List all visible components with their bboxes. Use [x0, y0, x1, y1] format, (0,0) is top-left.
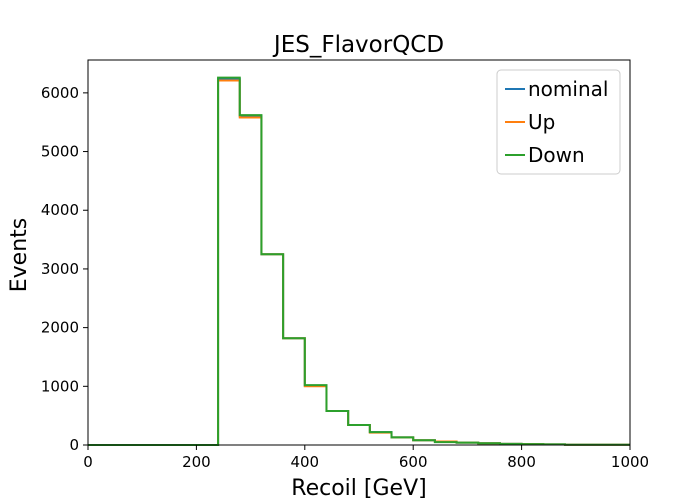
y-tick-label: 4000	[41, 201, 79, 219]
y-tick-label: 5000	[41, 143, 79, 161]
x-tick-label: 1000	[611, 453, 649, 471]
x-tick-label: 400	[290, 453, 319, 471]
legend-label-up: Up	[528, 110, 555, 134]
x-tick-label: 600	[399, 453, 428, 471]
x-tick-label: 0	[83, 453, 93, 471]
plot-frame	[87, 59, 631, 446]
series-line-down	[88, 76, 630, 446]
legend-label-nominal: nominal	[528, 77, 608, 101]
x-tick-label: 200	[182, 453, 211, 471]
chart-title: JES_FlavorQCD	[272, 32, 444, 58]
x-tick-label: 800	[507, 453, 536, 471]
y-tick-label: 2000	[41, 319, 79, 337]
legend-label-down: Down	[528, 143, 585, 167]
x-axis-label: Recoil [GeV]	[291, 476, 426, 500]
ticks-layer: 0 200 400 600 800 1000 0 1000 2000 3000 4000 5000 60…	[41, 84, 649, 471]
y-tick-label: 0	[69, 436, 79, 454]
y-tick-label: 1000	[41, 377, 79, 395]
y-tick-label: 3000	[41, 260, 79, 278]
legend-box	[496, 69, 621, 175]
legend: nominal Up Down	[496, 69, 621, 175]
y-axis-label: Events	[7, 218, 32, 293]
series-layer	[88, 76, 630, 446]
y-tick-label: 6000	[41, 84, 79, 102]
